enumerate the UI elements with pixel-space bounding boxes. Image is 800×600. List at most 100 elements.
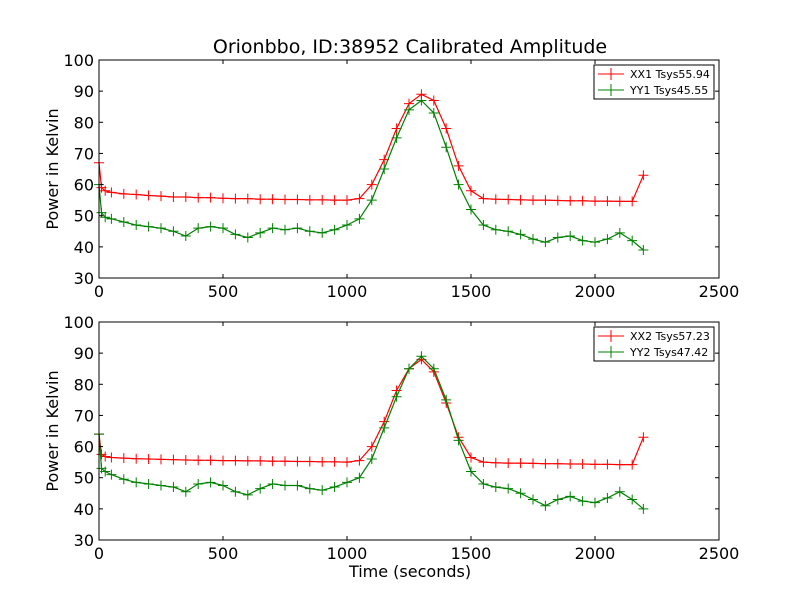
top-series-0-point bbox=[614, 196, 625, 207]
bottom-series-0-point bbox=[100, 451, 111, 462]
top-series-1-point bbox=[100, 212, 111, 223]
top-series-0-point bbox=[329, 195, 340, 206]
bottom-series-0-point bbox=[205, 455, 216, 466]
bottom-series-1-point bbox=[100, 466, 111, 477]
bottom-series-1-point bbox=[255, 483, 266, 494]
bottom-legend-entry-xx2: XX2 Tsys57.23 bbox=[598, 330, 710, 343]
bottom-series-1-point bbox=[354, 472, 365, 483]
bottom-series-0-point bbox=[590, 459, 600, 470]
bottom-series-1-point bbox=[342, 477, 352, 488]
bottom-series-1-point bbox=[627, 494, 638, 505]
bottom-series-0-point bbox=[329, 456, 340, 467]
bottom-series-0-point bbox=[106, 452, 117, 463]
bottom-series-0-point bbox=[280, 456, 290, 467]
bottom-series-1-point bbox=[168, 482, 179, 493]
bottom-series-1-point bbox=[614, 486, 625, 497]
top-y-tick-label: 30 bbox=[74, 269, 94, 288]
top-series-1-point bbox=[218, 223, 228, 234]
top-series-1-point bbox=[267, 223, 278, 234]
top-series-1-point bbox=[614, 227, 625, 238]
bottom-y-tick-label: 80 bbox=[74, 375, 94, 394]
top-series-1-point bbox=[490, 224, 501, 235]
top-x-tick-label: 2500 bbox=[699, 282, 740, 301]
bottom-series-1-point bbox=[503, 483, 514, 494]
bottom-series-1-point bbox=[441, 394, 452, 405]
bottom-series-1-point bbox=[478, 478, 489, 489]
top-series-0-point bbox=[180, 192, 191, 203]
top-y-axis-label: Power in Kelvin bbox=[43, 108, 62, 229]
top-series-1-point bbox=[416, 95, 427, 106]
top-series-0-point bbox=[100, 185, 111, 196]
bottom-series-1-point bbox=[391, 391, 402, 402]
top-series-0-point bbox=[565, 195, 576, 206]
top-series-1-point bbox=[106, 213, 117, 224]
top-series-1-point bbox=[304, 226, 315, 237]
top-y-tick-label: 60 bbox=[74, 176, 94, 195]
top-series-0-point bbox=[267, 194, 278, 205]
bottom-series-1-point bbox=[218, 480, 228, 491]
top-series-1-point bbox=[379, 164, 390, 174]
bottom-series-1-point bbox=[577, 496, 588, 507]
bottom-y-tick-label: 100 bbox=[63, 313, 94, 332]
bottom-series-0-point bbox=[230, 455, 241, 466]
top-series-1-point bbox=[118, 216, 129, 227]
bottom-series-1-point bbox=[540, 500, 551, 511]
top-series-0-point bbox=[218, 193, 228, 204]
top-series-1-point bbox=[590, 237, 600, 248]
top-series-0-point bbox=[366, 179, 377, 190]
top-series-0-point bbox=[342, 195, 352, 206]
bottom-series-1-point bbox=[156, 480, 166, 491]
legend-marker-xx1 bbox=[605, 68, 617, 80]
bottom-series-0-point bbox=[515, 458, 526, 469]
bottom-series-0-point bbox=[552, 458, 563, 469]
bottom-series-0-point bbox=[614, 459, 625, 470]
bottom-series-1-point bbox=[143, 478, 154, 489]
top-series-0-point bbox=[205, 192, 216, 203]
top-series-1-point bbox=[627, 235, 638, 246]
top-series-0-point bbox=[280, 194, 290, 205]
top-series-0-point bbox=[577, 195, 588, 206]
bottom-series-0-point bbox=[292, 456, 303, 467]
top-series-1-point bbox=[342, 220, 352, 231]
bottom-series-0-point bbox=[180, 454, 191, 465]
legend-marker-yy1 bbox=[605, 84, 617, 96]
bottom-x-tick-label: 1000 bbox=[327, 544, 368, 563]
top-series-0-point bbox=[143, 190, 154, 201]
bottom-series-1-point bbox=[590, 497, 600, 508]
top-series-1-point bbox=[540, 237, 551, 248]
top-y-tick-label: 40 bbox=[74, 238, 94, 257]
top-x-tick-label: 0 bbox=[94, 282, 104, 301]
bottom-series-1-point bbox=[490, 482, 501, 493]
top-series-0-point bbox=[304, 194, 315, 205]
top-series-0-point bbox=[638, 170, 649, 181]
top-series-1-point bbox=[230, 229, 241, 240]
bottom-series-0-point bbox=[478, 457, 489, 468]
bottom-series-0-point bbox=[342, 457, 352, 468]
legend-label-xx1: XX1 Tsys55.94 bbox=[630, 68, 710, 81]
legend-label-xx2: XX2 Tsys57.23 bbox=[630, 330, 710, 343]
top-series-1-point bbox=[503, 226, 514, 237]
top-plot-frame bbox=[98, 59, 720, 279]
top-series-0-point bbox=[391, 123, 402, 134]
top-series-0-point bbox=[168, 192, 179, 203]
bottom-series-1-point bbox=[416, 351, 427, 362]
bottom-series-0-point bbox=[354, 455, 365, 466]
bottom-y-tick-label: 60 bbox=[74, 438, 94, 457]
bottom-series-1-point bbox=[428, 363, 439, 374]
bottom-series-0-point bbox=[168, 454, 179, 465]
bottom-series-0-point bbox=[466, 452, 476, 463]
top-series-1-point bbox=[528, 234, 538, 245]
bottom-plot: 0 500 1000 1500 2000 2500 30 40 50 60 70 80 90 100 Po… bbox=[43, 313, 739, 581]
bottom-series-0-point bbox=[503, 458, 514, 469]
chart-title: Orionbbo, ID:38952 Calibrated Amplitude bbox=[213, 36, 607, 58]
top-series-0-point bbox=[466, 185, 476, 196]
bottom-series-0-point bbox=[528, 458, 538, 469]
top-series-1-point bbox=[292, 223, 303, 234]
top-series-1-point bbox=[565, 230, 576, 241]
bottom-series-1-point bbox=[205, 477, 216, 488]
bottom-series-0-point bbox=[255, 455, 266, 466]
top-series-0-point bbox=[528, 195, 538, 206]
bottom-x-tick-label: 1500 bbox=[451, 544, 492, 563]
bottom-legend-entry-yy2: YY2 Tsys47.42 bbox=[598, 346, 708, 359]
